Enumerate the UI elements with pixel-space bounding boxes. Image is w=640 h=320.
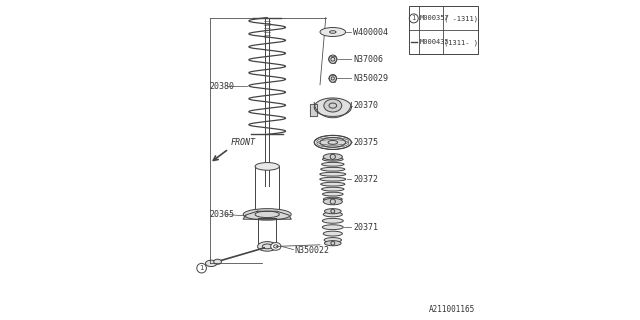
Text: 20371: 20371	[353, 223, 378, 232]
Circle shape	[329, 75, 337, 82]
Text: N350029: N350029	[353, 74, 388, 83]
Ellipse shape	[324, 209, 341, 214]
Ellipse shape	[323, 212, 342, 217]
Text: (1311- ): (1311- )	[444, 39, 477, 46]
Text: N37006: N37006	[353, 55, 383, 64]
Text: FRONT: FRONT	[230, 138, 255, 147]
Ellipse shape	[324, 237, 342, 243]
Ellipse shape	[323, 198, 342, 205]
Text: 20370: 20370	[353, 101, 378, 110]
Ellipse shape	[322, 162, 344, 166]
Ellipse shape	[257, 242, 277, 251]
Ellipse shape	[324, 99, 342, 112]
Ellipse shape	[323, 154, 342, 160]
Ellipse shape	[320, 177, 346, 181]
Ellipse shape	[321, 182, 345, 186]
Ellipse shape	[323, 231, 342, 236]
Text: ( -1311): ( -1311)	[444, 15, 477, 22]
Text: A211001165: A211001165	[429, 305, 475, 314]
Text: 20375: 20375	[353, 138, 378, 147]
Polygon shape	[310, 104, 317, 116]
Text: 1: 1	[412, 15, 416, 21]
Ellipse shape	[323, 192, 343, 196]
Ellipse shape	[243, 209, 291, 220]
Ellipse shape	[321, 167, 345, 171]
Ellipse shape	[323, 197, 342, 201]
Text: 20365: 20365	[210, 210, 235, 219]
Ellipse shape	[320, 28, 346, 36]
Ellipse shape	[323, 157, 343, 161]
Polygon shape	[243, 211, 291, 219]
Text: 20372: 20372	[353, 175, 378, 184]
Text: M000357: M000357	[420, 15, 449, 21]
Ellipse shape	[255, 211, 280, 218]
Text: W400004: W400004	[353, 28, 388, 36]
Ellipse shape	[214, 259, 221, 264]
Ellipse shape	[323, 218, 343, 223]
Ellipse shape	[320, 138, 346, 147]
Circle shape	[329, 55, 337, 63]
Text: 20380: 20380	[210, 82, 235, 91]
Ellipse shape	[314, 135, 351, 149]
Text: N350022: N350022	[294, 246, 330, 255]
Ellipse shape	[271, 243, 281, 250]
Ellipse shape	[320, 172, 346, 176]
Ellipse shape	[323, 225, 343, 230]
Ellipse shape	[322, 187, 344, 191]
Text: 1: 1	[199, 265, 204, 271]
Ellipse shape	[324, 241, 341, 246]
Ellipse shape	[255, 163, 280, 170]
Polygon shape	[314, 98, 351, 116]
Bar	[409, 6, 477, 54]
Ellipse shape	[205, 260, 217, 267]
Text: M000435: M000435	[420, 39, 449, 45]
